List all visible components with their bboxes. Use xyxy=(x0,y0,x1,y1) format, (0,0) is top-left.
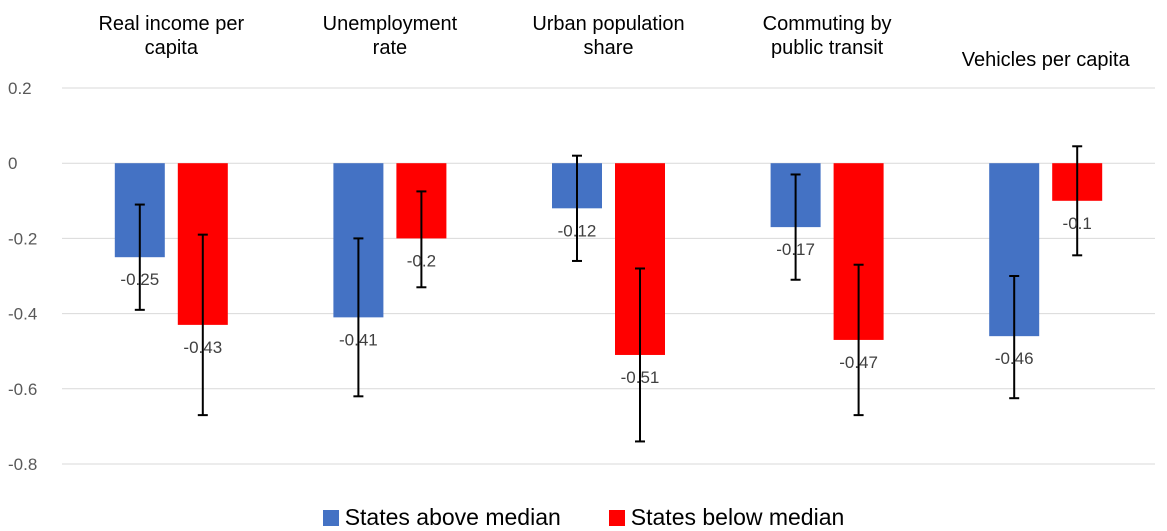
data-label: -0.41 xyxy=(339,330,378,349)
data-label: -0.51 xyxy=(621,368,660,387)
data-label: -0.43 xyxy=(183,338,222,357)
legend-swatch-below xyxy=(608,509,625,526)
legend-swatch-above xyxy=(322,509,339,526)
category-label: Vehicles per capita xyxy=(961,49,1130,71)
data-label: -0.12 xyxy=(558,221,597,240)
data-label: -0.47 xyxy=(839,353,878,372)
y-tick-label: 0 xyxy=(8,154,17,173)
data-label: -0.1 xyxy=(1063,214,1092,233)
category-label: Commuting by public transit xyxy=(762,13,892,59)
y-tick-label: -0.8 xyxy=(8,455,37,474)
y-tick-label: -0.2 xyxy=(8,229,37,248)
legend-label-below: States below median xyxy=(630,504,845,530)
data-label: -0.46 xyxy=(995,349,1034,368)
y-tick-label: -0.4 xyxy=(8,305,37,324)
category-label: Real income per capita xyxy=(98,13,245,59)
data-label: -0.17 xyxy=(776,240,815,259)
data-label: -0.2 xyxy=(407,251,436,270)
legend-label-above: States above median xyxy=(344,504,561,530)
category-label: Urban population share xyxy=(532,13,685,59)
bar-chart: 0.2 0 -0.2 -0.4 -0.6 -0.8 -0.25 -0.41 -0.12 -0.17… xyxy=(8,79,1155,474)
legend-item-below: States below median xyxy=(608,504,845,531)
y-tick-label: 0.2 xyxy=(8,79,32,98)
data-label: -0.25 xyxy=(120,270,159,289)
legend: States above median States below median xyxy=(0,504,1167,531)
category-label: Unemployment rate xyxy=(322,13,458,59)
y-tick-label: -0.6 xyxy=(8,380,37,399)
legend-item-above: States above median xyxy=(322,504,561,531)
